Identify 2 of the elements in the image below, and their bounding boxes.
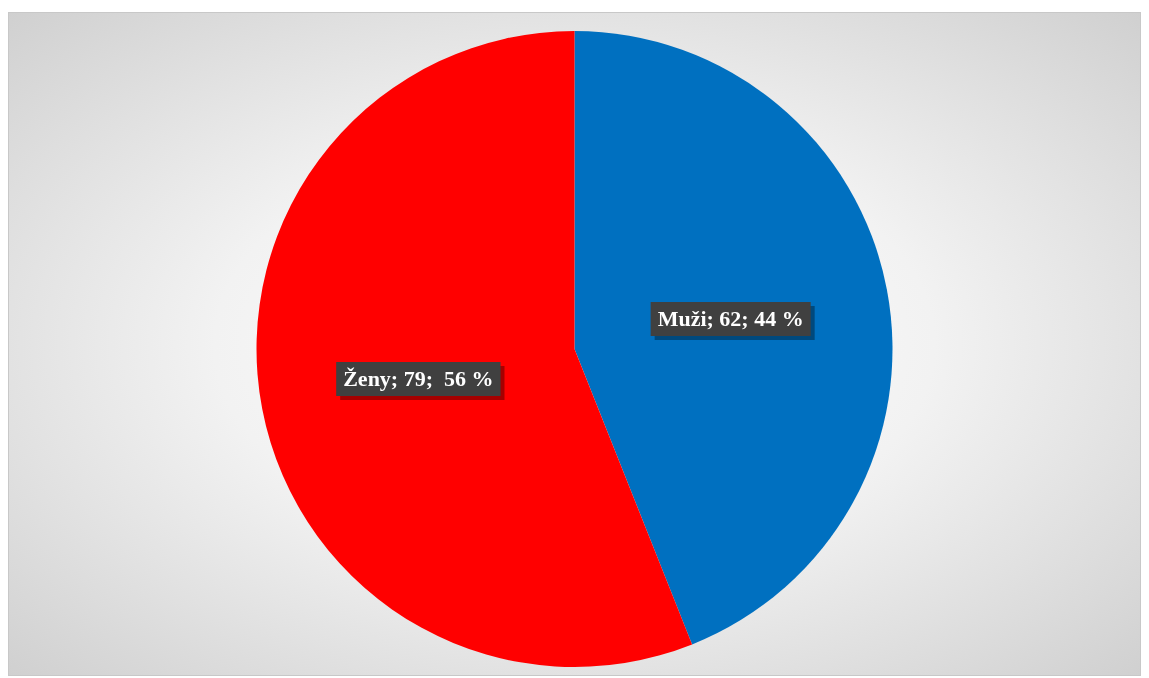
slice-label: Muži; 62; 44 % (657, 305, 804, 331)
slice-label: Ženy; 79; 56 % (343, 365, 494, 391)
